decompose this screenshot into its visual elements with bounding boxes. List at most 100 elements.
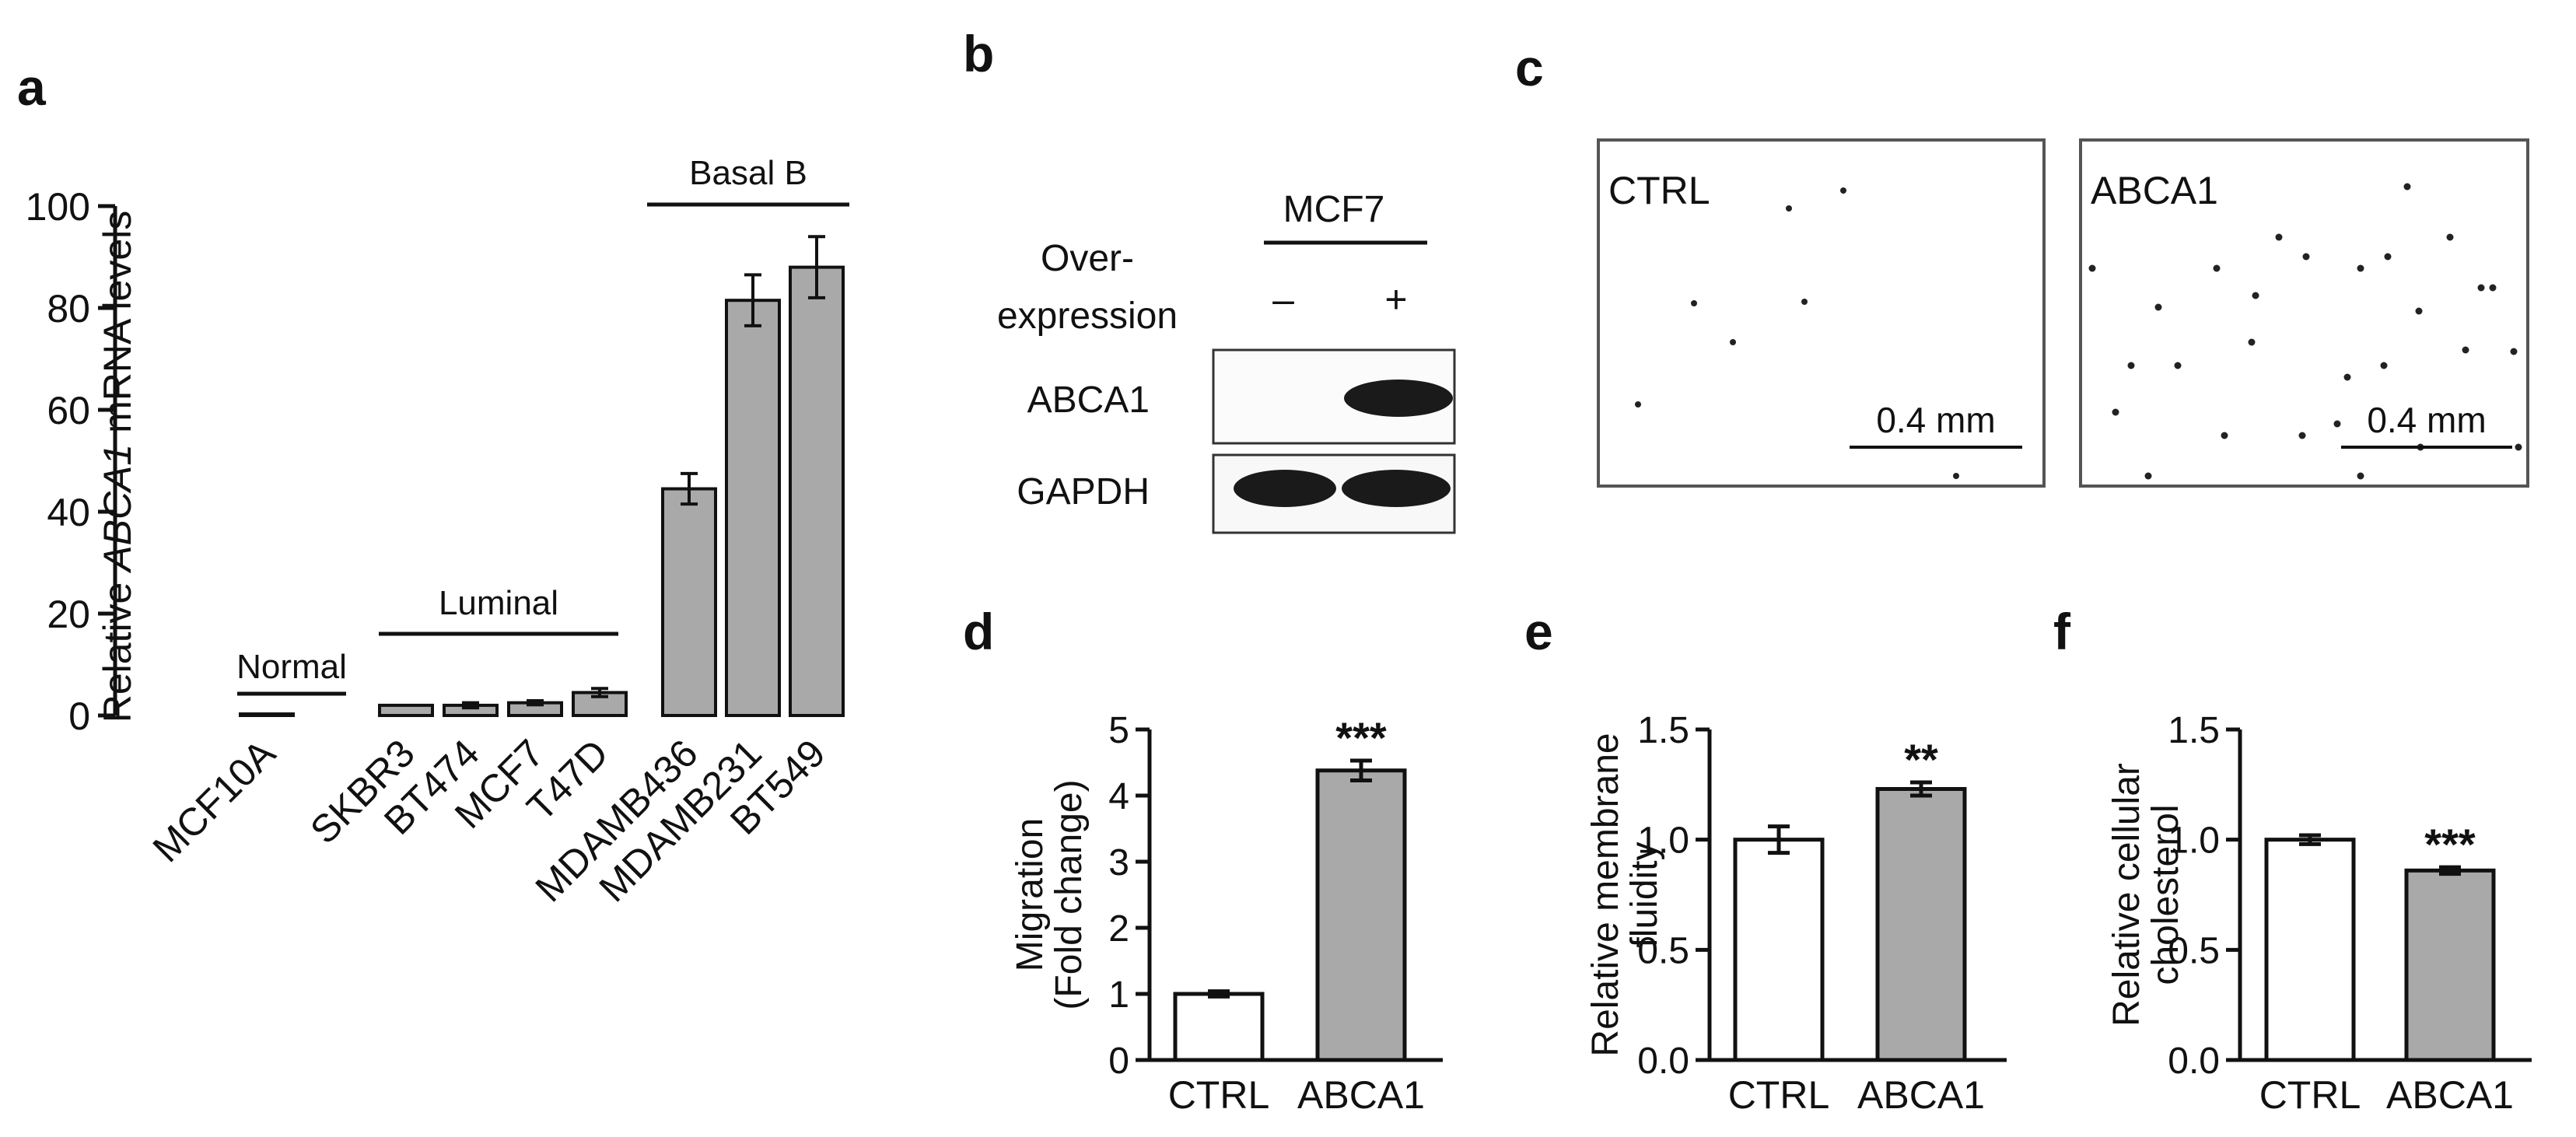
cell-dot [2489,284,2497,292]
cell-dot [2112,408,2119,416]
cell-dot [1635,401,1641,408]
micrograph-ctrl-scalebar-label: 0.4 mm [1876,400,1995,440]
e-y-tick-label: 1.5 [1637,710,1689,751]
micrograph-abca1-scalebar-label: 0.4 mm [2367,400,2486,440]
blot-row-abca1: ABCA1 [1027,380,1150,421]
a-y-tick-label: 20 [47,593,90,636]
cell-dot [2174,362,2182,369]
cell-dot [2515,443,2522,451]
e-y-tick-label: 0.0 [1637,1041,1689,1082]
cell-dot [2252,292,2259,299]
a-bar-skbr3 [378,703,434,718]
cell-dot [2221,432,2228,439]
a-y-tick-label: 80 [47,287,90,331]
f-bar-abca1 [2404,868,2496,1062]
blot-gapdh-band-1 [1234,470,1336,507]
western-blot-panel: MCF7 Over- expression – + ABCA1 GAPDH [997,189,1456,534]
d-bar-ctrl [1173,992,1265,1062]
cell-dot [1786,205,1792,212]
panel-label-b: b [963,25,994,82]
blot-condition-line2: expression [997,296,1178,337]
blot-abca1-band [1344,380,1453,417]
chart-f: 0.0 0.5 1.0 1.5 Relative cellularcholesterol… [2106,710,2532,1117]
blot-cell-line: MCF7 [1283,189,1385,230]
cell-dot [2477,284,2485,292]
a-bar-mdamb231 [725,299,781,717]
chart-d: 0 1 2 3 4 5 Migration(Fold change) CTRL ABCA1 *** [1010,710,1443,1117]
f-y-axis-label-line: cholesterol [2145,804,2186,985]
cell-dot [1840,187,1846,194]
cell-dot [1691,300,1697,306]
a-ylabel-gene: ABCA1 [96,444,139,574]
cell-dot [2298,432,2306,439]
a-x-tick-label: MCF10A [145,731,285,871]
e-y-axis-label: Relative membranefluidity [1585,733,1665,1056]
a-group-label: Normal [236,648,347,686]
a-y-tick-label: 100 [26,185,90,229]
a-ylabel-part1: Relative [96,572,139,723]
microscopy-panel: CTRL 0.4 mm ABCA1 0.4 mm [1597,138,2529,488]
a-group-label: Basal B [689,154,807,192]
cell-dot [2144,472,2152,480]
cell-dot [2357,264,2364,272]
d-y-tick-label: 2 [1108,908,1129,950]
micrograph-abca1-label: ABCA1 [2091,169,2218,212]
d-significance-stars: *** [1335,713,1387,762]
d-y-tick-label: 3 [1108,842,1129,883]
a-y-axis-label: Relative ABCA1 mRNA levels [96,211,139,723]
a-y-tick-label: 60 [47,389,90,432]
panel-label-f: f [2053,603,2071,660]
e-y-axis-label-line: Relative membrane [1585,733,1626,1056]
a-bar-bt549 [789,265,845,718]
cell-dot [2380,362,2388,369]
blot-condition-line1: Over- [1041,238,1134,279]
cell-dot [2275,233,2283,241]
cell-dot [2462,346,2469,354]
d-y-axis-label-line: (Fold change) [1048,779,1090,1009]
e-bar-abca1 [1875,787,1967,1062]
cell-dot [2384,253,2392,261]
micrograph-abca1-cells [2088,183,2522,480]
f-x-tick-label: ABCA1 [2386,1073,2514,1117]
cell-dot [2088,264,2096,272]
cell-dot [2248,338,2256,346]
cell-dot [2415,307,2423,315]
f-y-tick-label: 1.5 [2168,710,2220,751]
a-bar-mdamb436 [661,487,717,718]
cell-dot [2302,253,2310,261]
d-x-tick-label: CTRL [1168,1073,1270,1117]
blot-minus-label: – [1272,278,1294,321]
d-y-axis-label-line: Migration [1010,818,1051,971]
blot-gapdh-band-2 [1342,470,1451,507]
micrograph-ctrl-cells [1635,187,1959,479]
cell-dot [2127,362,2135,369]
e-y-tick-label: 0.5 [1637,930,1689,971]
f-y-tick-label: 0.0 [2168,1041,2220,1082]
cell-dot [2333,420,2341,428]
cell-dot [1953,473,1959,479]
panel-label-a: a [17,58,47,116]
d-y-tick-label: 1 [1108,974,1129,1016]
f-bar-ctrl [2264,838,2356,1062]
panel-label-e: e [1524,603,1553,660]
f-y-axis-label-line: Relative cellular [2106,763,2147,1027]
f-significance-stars: *** [2424,820,2476,869]
cell-dot [2213,264,2221,272]
micrograph-abca1 [2079,138,2529,488]
d-x-tick-label: ABCA1 [1297,1073,1425,1117]
a-ylabel-part2: mRNA levels [96,211,139,444]
blot-row-gapdh: GAPDH [1017,471,1150,513]
cell-dot [1730,339,1736,345]
f-y-tick-label: 0.5 [2168,930,2220,971]
d-bar-abca1 [1315,768,1407,1062]
e-y-axis-label-line: fluidity [1624,841,1665,947]
a-group-label: Luminal [439,584,558,622]
a-y-tick-label: 0 [68,694,90,738]
panel-label-c: c [1515,39,1544,96]
micrograph-ctrl [1597,138,2046,488]
e-significance-stars: ** [1904,735,1938,784]
cell-dot [2343,373,2351,381]
